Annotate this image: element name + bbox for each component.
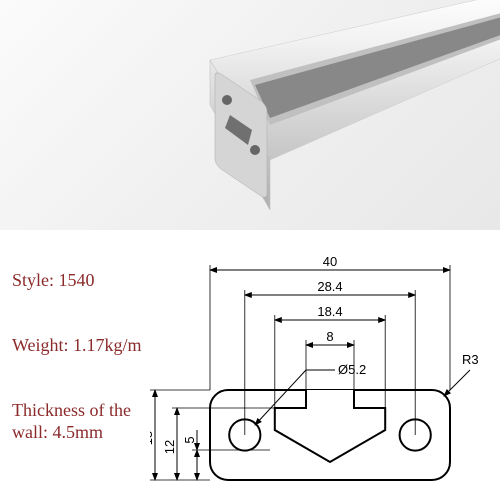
svg-text:28.4: 28.4 (317, 279, 342, 294)
svg-text:40: 40 (323, 254, 337, 269)
technical-drawing: 40 28.4 18.4 8 Ø5.2 R3 15 (150, 240, 490, 490)
spec-weight: Weight: 1.17kg/m (12, 335, 142, 356)
svg-text:15: 15 (150, 431, 155, 445)
profile-outline (210, 390, 450, 480)
svg-text:Ø5.2: Ø5.2 (338, 362, 366, 377)
dim-15: 15 (150, 390, 210, 480)
spec-thickness-1: Thickness of the (12, 400, 131, 421)
svg-text:R3: R3 (462, 352, 479, 367)
product-photo (0, 0, 500, 230)
svg-text:5: 5 (182, 436, 197, 443)
svg-text:12: 12 (162, 440, 177, 454)
spec-style: Style: 1540 (12, 270, 95, 291)
spec-thickness-2: wall: 4.5mm (12, 422, 103, 443)
svg-text:8: 8 (326, 329, 333, 344)
dim-r3: R3 (444, 352, 479, 396)
svg-text:18.4: 18.4 (317, 304, 342, 319)
dim-8: 8 (306, 329, 354, 390)
aluminum-rail-render (0, 0, 500, 230)
